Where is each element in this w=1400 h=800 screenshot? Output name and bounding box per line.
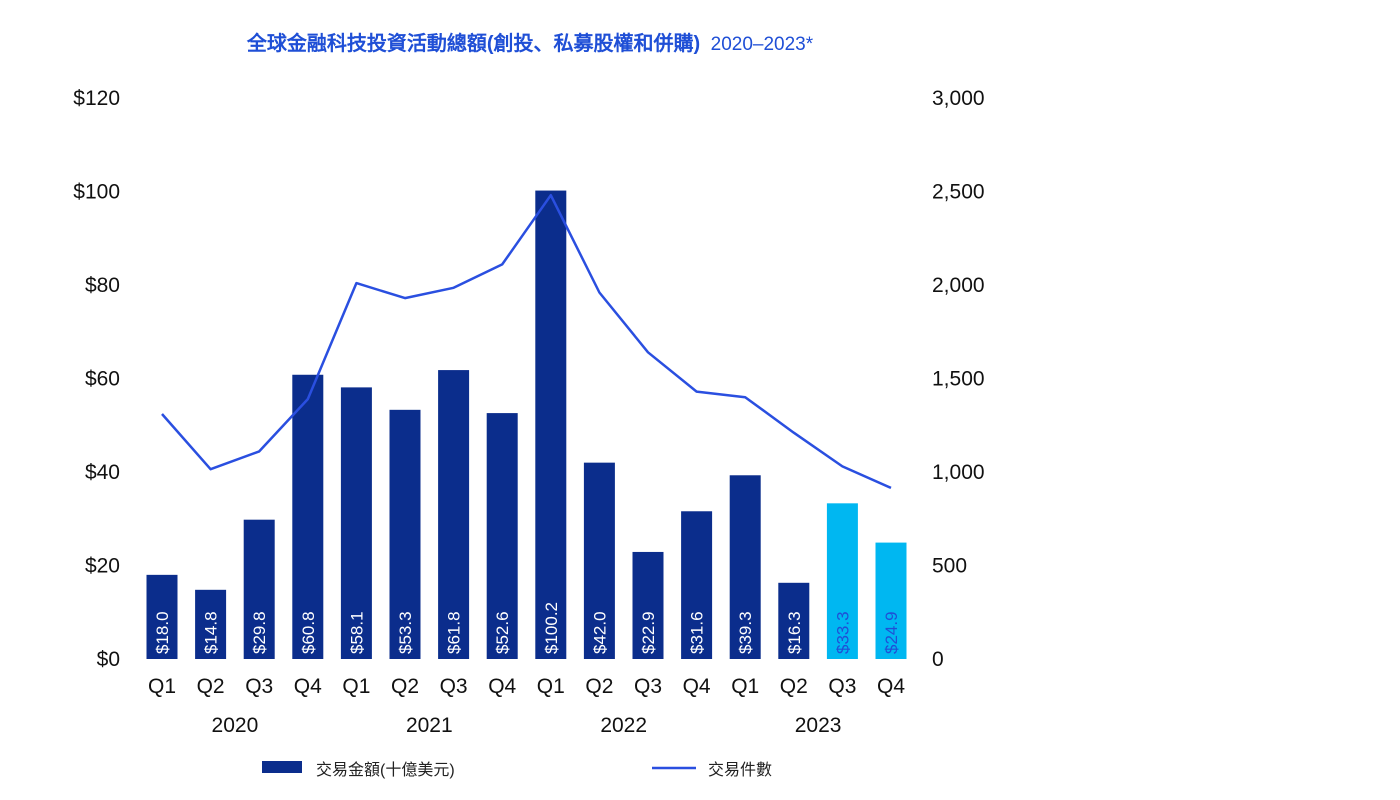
- x-year-label: 2023: [795, 714, 842, 737]
- bar-value-label: $100.2: [542, 602, 561, 654]
- bar: [778, 582, 810, 659]
- left-axis-tick-label: $0: [97, 648, 120, 671]
- bar: [681, 511, 713, 659]
- right-axis-tick-label: 2,500: [932, 181, 985, 204]
- bar-value-label: $60.8: [299, 611, 318, 654]
- legend-bar-label: 交易金額(十億美元): [316, 761, 455, 779]
- x-tick-label: Q4: [683, 675, 711, 698]
- right-axis-tick-label: 1,500: [932, 368, 985, 391]
- x-tick-label: Q3: [245, 675, 273, 698]
- bar: [632, 551, 664, 659]
- bar-value-label: $53.3: [396, 611, 415, 654]
- bar: [438, 370, 470, 659]
- bar-value-label: $31.6: [688, 611, 707, 654]
- bar-value-label: $42.0: [590, 611, 609, 654]
- bar-value-label: $52.6: [493, 611, 512, 654]
- bar: [583, 462, 615, 659]
- left-axis: $0 $20 $40 $60 $80 $100 $120: [73, 87, 120, 671]
- bar-value-label: $14.8: [202, 611, 221, 654]
- deal-count-line: [161, 193, 892, 490]
- bar: [826, 503, 858, 659]
- x-tick-label: Q4: [294, 675, 322, 698]
- x-tick-label: Q1: [731, 675, 759, 698]
- bar-value-label: $22.9: [639, 611, 658, 654]
- x-tick-label: Q3: [634, 675, 662, 698]
- bar-value-label: $58.1: [347, 611, 366, 654]
- right-axis: 0 500 1,000 1,500 2,000 2,500 3,000: [932, 87, 985, 671]
- bar: [389, 409, 421, 659]
- x-year-label: 2020: [212, 714, 259, 737]
- x-tick-label: Q1: [148, 675, 176, 698]
- x-tick-label: Q2: [197, 675, 225, 698]
- left-axis-tick-label: $120: [73, 87, 120, 110]
- left-axis-tick-label: $60: [85, 368, 120, 391]
- bar: [535, 190, 567, 659]
- chart-title-suffix: 2020–2023*: [711, 34, 814, 55]
- bar-value-label: $33.3: [833, 611, 852, 654]
- bar: [729, 475, 761, 659]
- bar: [292, 374, 324, 659]
- left-axis-tick-label: $40: [85, 461, 120, 484]
- x-tick-label: Q2: [780, 675, 808, 698]
- x-tick-label: Q1: [537, 675, 565, 698]
- left-axis-tick-label: $80: [85, 274, 120, 297]
- bar-value-label: $18.0: [153, 611, 172, 654]
- x-axis-year-labels: 2020 2021 2022 2023: [212, 714, 842, 737]
- chart-title-main: 全球金融科技投資活動總額(創投、私募股權和併購): [246, 31, 700, 55]
- bar-series: [146, 190, 907, 659]
- legend-line-label: 交易件數: [708, 761, 772, 779]
- x-tick-label: Q3: [828, 675, 856, 698]
- left-axis-tick-label: $100: [73, 181, 120, 204]
- bar-value-label: $24.9: [882, 611, 901, 654]
- legend: 交易金額(十億美元) 交易件數: [262, 761, 772, 779]
- line-series: [161, 193, 892, 490]
- bar-value-label: $29.8: [250, 611, 269, 654]
- left-axis-tick-label: $20: [85, 555, 120, 578]
- bar: [486, 413, 518, 659]
- chart-title: 全球金融科技投資活動總額(創投、私募股權和併購) 2020–2023*: [246, 31, 814, 55]
- x-axis-quarter-labels: Q1 Q2 Q3 Q4 Q1 Q2 Q3 Q4 Q1 Q2 Q3 Q4 Q1 Q2 Q3 Q4: [148, 675, 905, 698]
- right-axis-tick-label: 2,000: [932, 274, 985, 297]
- right-axis-tick-label: 0: [932, 648, 944, 671]
- x-tick-label: Q3: [440, 675, 468, 698]
- bar: [340, 387, 372, 659]
- x-tick-label: Q2: [585, 675, 613, 698]
- bar-value-label: $39.3: [736, 611, 755, 654]
- bar-value-label: $16.3: [785, 611, 804, 654]
- x-tick-label: Q4: [877, 675, 905, 698]
- right-axis-tick-label: 1,000: [932, 461, 985, 484]
- bar: [243, 519, 275, 659]
- bar: [875, 542, 907, 659]
- legend-bar-swatch: [262, 761, 302, 773]
- bar-value-labels: $18.0 $14.8 $29.8 $60.8 $58.1 $53.3 $61.8 $52.6…: [153, 602, 901, 654]
- bar-value-label: $61.8: [445, 611, 464, 654]
- x-tick-label: Q1: [342, 675, 370, 698]
- x-tick-label: Q4: [488, 675, 516, 698]
- x-year-label: 2021: [406, 714, 453, 737]
- bar: [146, 574, 178, 659]
- x-tick-label: Q2: [391, 675, 419, 698]
- bar: [195, 589, 227, 659]
- right-axis-tick-label: 500: [932, 555, 967, 578]
- right-axis-tick-label: 3,000: [932, 87, 985, 110]
- x-year-label: 2022: [600, 714, 647, 737]
